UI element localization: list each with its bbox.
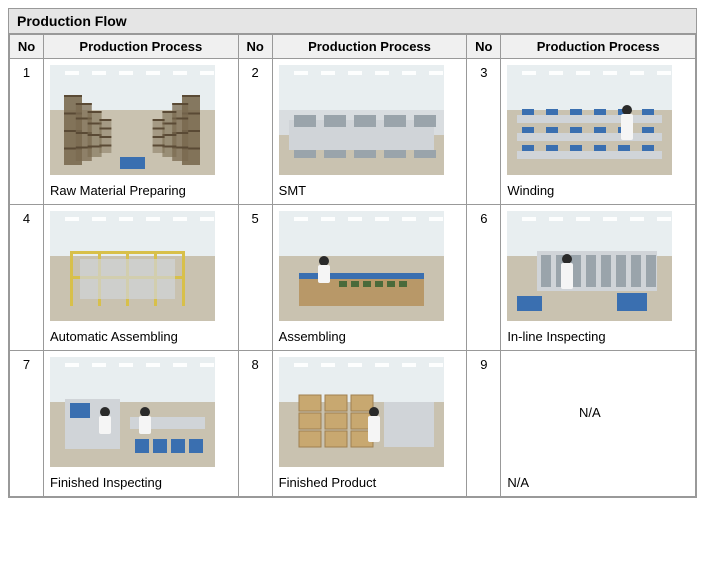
step-photo xyxy=(507,65,672,175)
step-no: 7 xyxy=(10,351,44,497)
step-no: 2 xyxy=(238,59,272,205)
step-no: 6 xyxy=(467,205,501,351)
step-cell: Assembling xyxy=(272,205,467,351)
step-photo xyxy=(279,357,444,467)
step-photo xyxy=(279,65,444,175)
step-no: 8 xyxy=(238,351,272,497)
th-process-1: Production Process xyxy=(44,35,239,59)
step-photo xyxy=(279,211,444,321)
table-header-row: No Production Process No Production Proc… xyxy=(10,35,696,59)
step-no: 1 xyxy=(10,59,44,205)
step-image xyxy=(279,211,444,321)
step-photo xyxy=(507,211,672,321)
th-no-2: No xyxy=(238,35,272,59)
step-cell: Finished Product xyxy=(272,351,467,497)
step-cell: Winding xyxy=(501,59,696,205)
step-caption: Automatic Assembling xyxy=(50,327,232,344)
step-no: 4 xyxy=(10,205,44,351)
th-no-1: No xyxy=(10,35,44,59)
th-no-3: No xyxy=(467,35,501,59)
step-cell: Finished Inspecting xyxy=(44,351,239,497)
step-caption: Winding xyxy=(507,181,689,198)
th-process-3: Production Process xyxy=(501,35,696,59)
step-caption: In-line Inspecting xyxy=(507,327,689,344)
step-no: 5 xyxy=(238,205,272,351)
step-no: 9 xyxy=(467,351,501,497)
step-no: 3 xyxy=(467,59,501,205)
step-photo xyxy=(50,65,215,175)
step-image xyxy=(507,65,672,175)
production-flow-table: No Production Process No Production Proc… xyxy=(9,34,696,497)
table-body: 1 Raw Material Preparing 2 SMT 3 Winding 4 … xyxy=(10,59,696,497)
step-image xyxy=(50,357,215,467)
step-cell: N/A N/A xyxy=(501,351,696,497)
table-row: 4 Automatic Assembling 5 Assembling 6 In-l… xyxy=(10,205,696,351)
table-row: 7 Finished Inspecting 8 Finished Product 9… xyxy=(10,351,696,497)
step-caption: SMT xyxy=(279,181,461,198)
step-caption: Raw Material Preparing xyxy=(50,181,232,198)
step-image xyxy=(279,357,444,467)
th-process-2: Production Process xyxy=(272,35,467,59)
step-cell: Raw Material Preparing xyxy=(44,59,239,205)
step-cell: Automatic Assembling xyxy=(44,205,239,351)
step-photo xyxy=(50,357,215,467)
step-image xyxy=(50,211,215,321)
step-caption: Finished Product xyxy=(279,473,461,490)
step-photo xyxy=(50,211,215,321)
production-flow-panel: Production Flow No Production Process No… xyxy=(8,8,697,498)
na-placeholder: N/A xyxy=(507,357,672,467)
step-image xyxy=(279,65,444,175)
step-cell: In-line Inspecting xyxy=(501,205,696,351)
panel-title: Production Flow xyxy=(9,9,696,34)
step-caption: Finished Inspecting xyxy=(50,473,232,490)
step-image: N/A xyxy=(507,357,689,467)
step-caption: Assembling xyxy=(279,327,461,344)
step-image xyxy=(507,211,672,321)
step-cell: SMT xyxy=(272,59,467,205)
table-row: 1 Raw Material Preparing 2 SMT 3 Winding xyxy=(10,59,696,205)
step-caption: N/A xyxy=(507,473,689,490)
step-image xyxy=(50,65,215,175)
